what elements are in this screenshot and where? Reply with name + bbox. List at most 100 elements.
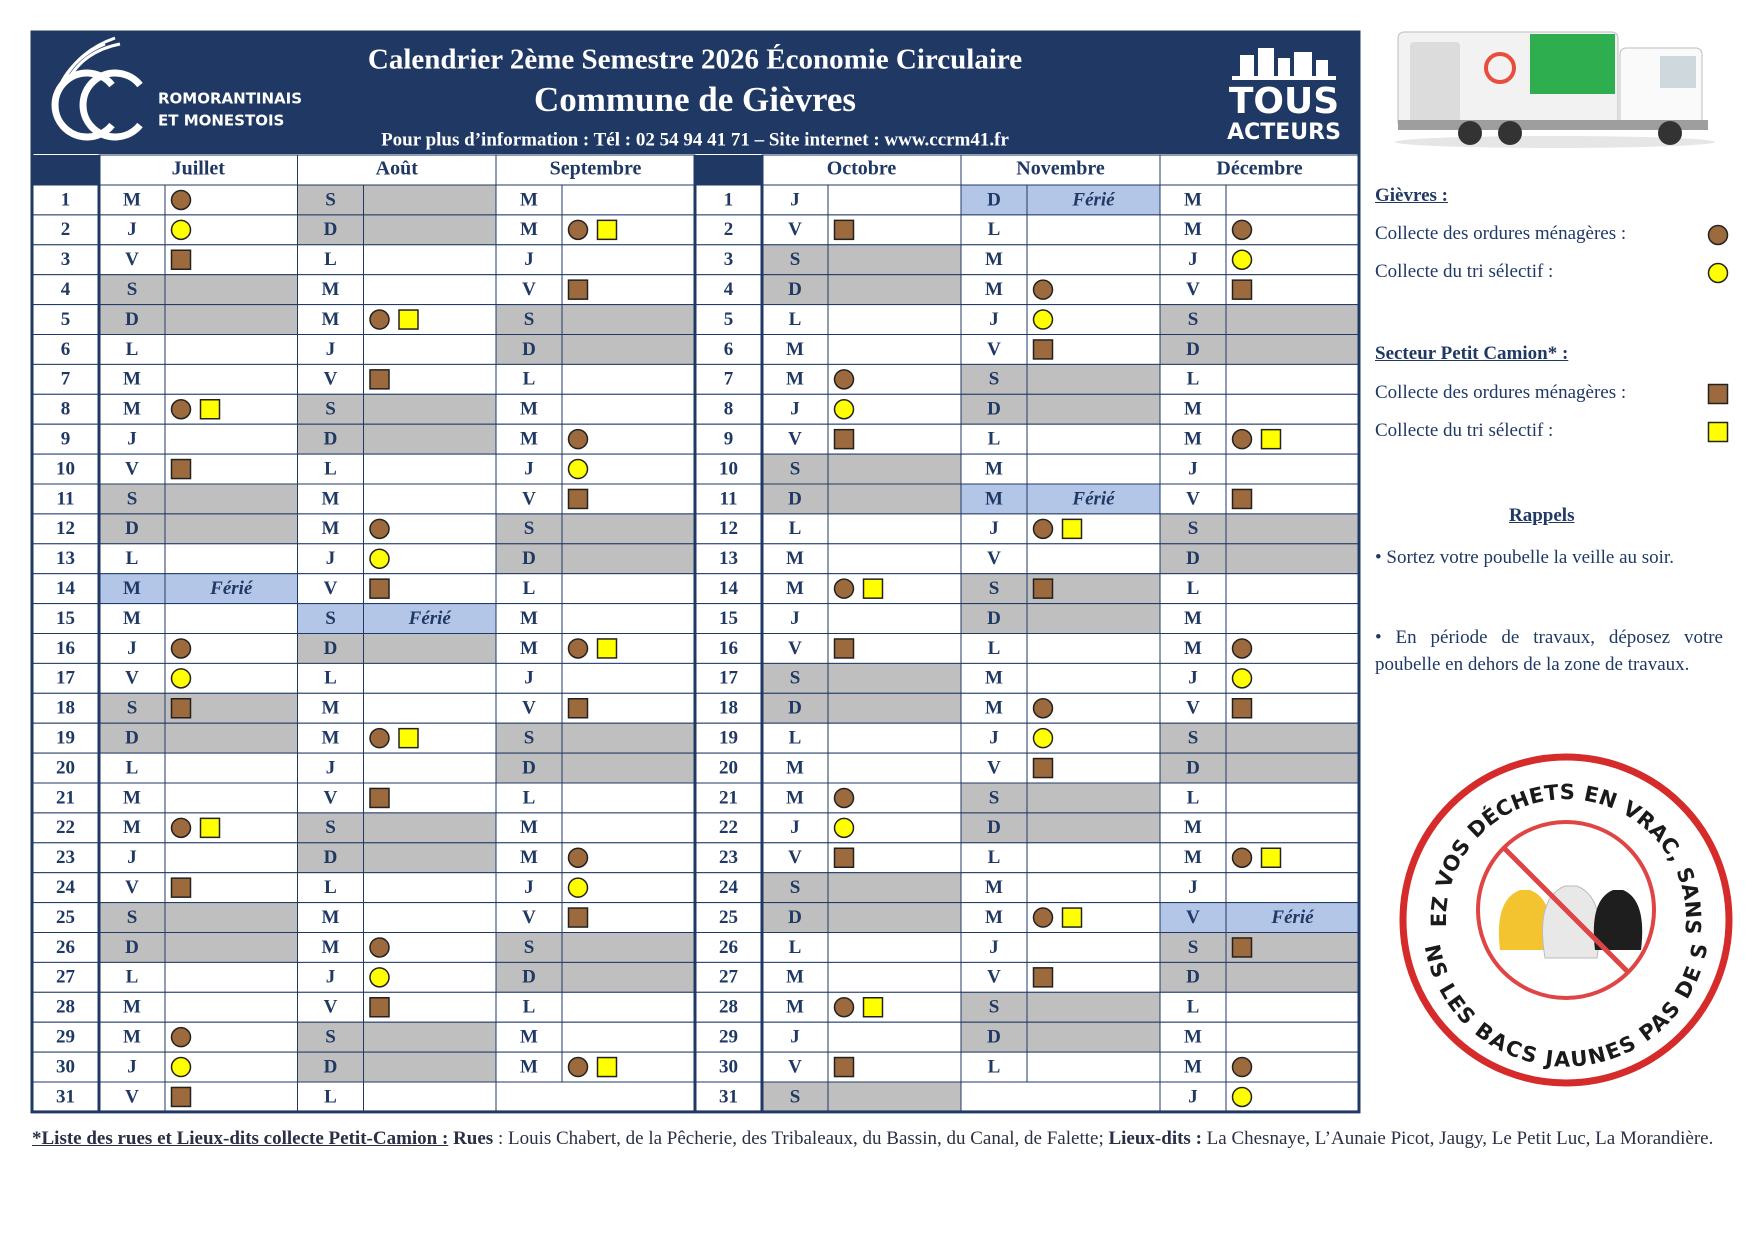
cell bbox=[363, 483, 497, 515]
cell bbox=[561, 393, 696, 425]
day-number: 23 bbox=[719, 847, 738, 868]
weekday: L bbox=[1187, 369, 1200, 390]
cell bbox=[98, 334, 166, 365]
cell bbox=[561, 812, 696, 844]
cell bbox=[1159, 423, 1227, 455]
cell bbox=[495, 244, 563, 276]
brown-square bbox=[567, 907, 589, 928]
brown-square bbox=[1231, 279, 1253, 300]
weekday: M bbox=[985, 458, 1003, 479]
weekday: M bbox=[1184, 1027, 1202, 1048]
month-name: Juillet bbox=[172, 158, 226, 180]
month-header-cell bbox=[297, 154, 497, 186]
cell bbox=[1225, 513, 1360, 545]
brown-circle bbox=[1032, 518, 1054, 540]
cell bbox=[960, 902, 1028, 933]
weekday: M bbox=[123, 399, 141, 420]
cell bbox=[694, 543, 763, 575]
weekday: V bbox=[324, 369, 338, 390]
cell bbox=[98, 513, 166, 545]
weekday: L bbox=[789, 937, 802, 958]
cell bbox=[98, 483, 166, 515]
cell bbox=[495, 1051, 563, 1083]
yellow-circle bbox=[833, 817, 855, 839]
cell bbox=[495, 902, 563, 933]
weekday: D bbox=[522, 548, 536, 569]
brown-circle bbox=[1231, 638, 1253, 659]
cell bbox=[31, 423, 100, 455]
weekday: J bbox=[1188, 249, 1198, 270]
cell bbox=[1225, 393, 1360, 425]
weekday: D bbox=[1186, 548, 1200, 569]
weekday: J bbox=[1188, 1086, 1198, 1107]
weekday: J bbox=[127, 1056, 137, 1077]
cell bbox=[694, 513, 763, 545]
day-number: 26 bbox=[719, 937, 738, 958]
cell bbox=[164, 752, 298, 784]
weekday: J bbox=[790, 1027, 800, 1048]
day-number: 10 bbox=[719, 458, 738, 479]
cell bbox=[1159, 722, 1227, 754]
brown-circle bbox=[170, 399, 192, 420]
cell bbox=[960, 662, 1028, 694]
weekday: M bbox=[322, 907, 340, 928]
yellow-square bbox=[1260, 428, 1282, 450]
weekday: V bbox=[1186, 279, 1200, 300]
cell bbox=[297, 244, 364, 276]
weekday: S bbox=[989, 578, 1000, 599]
cell bbox=[1026, 603, 1161, 634]
cell bbox=[960, 334, 1028, 365]
cell bbox=[31, 513, 100, 545]
cell bbox=[363, 662, 497, 694]
weekday: M bbox=[322, 309, 340, 330]
cell bbox=[1159, 633, 1227, 664]
weekday: V bbox=[125, 668, 139, 689]
yellow-circle bbox=[170, 219, 192, 241]
weekday: M bbox=[322, 488, 340, 509]
brown-square bbox=[567, 488, 589, 510]
brown-square bbox=[369, 997, 390, 1018]
brown-square bbox=[1032, 339, 1054, 360]
weekday: S bbox=[989, 997, 1000, 1018]
weekday: V bbox=[788, 429, 802, 450]
cell bbox=[1225, 961, 1360, 993]
cell bbox=[1159, 543, 1227, 575]
weekday: M bbox=[123, 787, 141, 808]
weekday: M bbox=[1184, 429, 1202, 450]
yellow-square bbox=[862, 997, 884, 1018]
cell bbox=[827, 603, 962, 634]
cell bbox=[694, 633, 763, 664]
weekday: V bbox=[1186, 698, 1200, 719]
cell bbox=[960, 363, 1028, 395]
day-number: 25 bbox=[56, 907, 75, 928]
weekday: V bbox=[1186, 488, 1200, 509]
cell bbox=[960, 244, 1028, 276]
brown-square bbox=[1231, 698, 1253, 719]
weekday: J bbox=[790, 817, 800, 838]
weekday: S bbox=[127, 698, 138, 719]
brown-square bbox=[369, 578, 390, 599]
cell bbox=[1159, 184, 1227, 216]
cell bbox=[827, 662, 962, 694]
brown-circle bbox=[1032, 907, 1054, 928]
cell bbox=[31, 842, 100, 874]
weekday: M bbox=[786, 967, 804, 988]
cell bbox=[363, 393, 497, 425]
weekday: S bbox=[790, 668, 801, 689]
cell bbox=[1026, 932, 1161, 963]
weekday: M bbox=[985, 877, 1003, 898]
cell bbox=[495, 633, 563, 664]
cell bbox=[827, 334, 962, 365]
weekday: L bbox=[126, 967, 139, 988]
cell bbox=[363, 1021, 497, 1053]
cell bbox=[1159, 304, 1227, 336]
legend-label: Collecte du tri sélectif : bbox=[1375, 261, 1554, 282]
brown-circle bbox=[369, 937, 390, 958]
weekday: L bbox=[1187, 578, 1200, 599]
cell bbox=[1026, 782, 1161, 814]
cell bbox=[363, 1051, 497, 1083]
cell bbox=[761, 991, 829, 1023]
cell bbox=[1159, 573, 1227, 605]
yellow-square bbox=[862, 578, 884, 599]
